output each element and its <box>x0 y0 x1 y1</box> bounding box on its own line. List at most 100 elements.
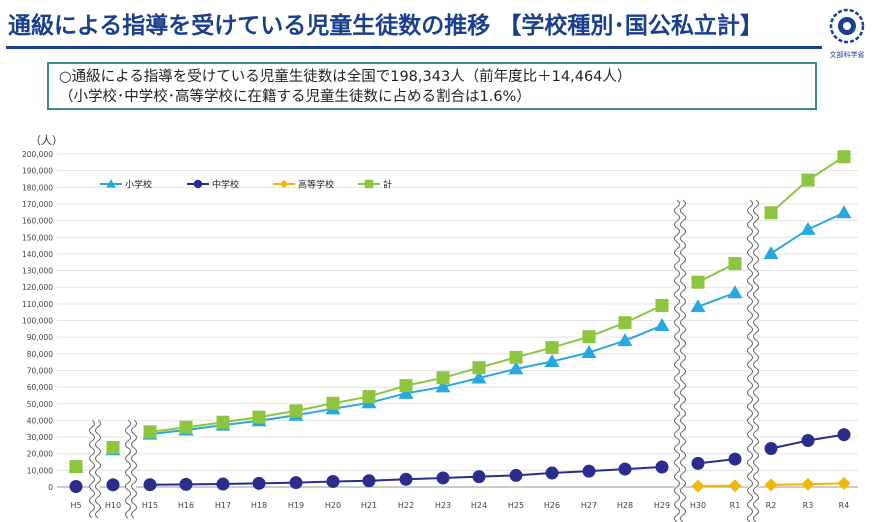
x-tick-label: H20 <box>325 501 341 510</box>
data-point <box>618 462 632 476</box>
data-point <box>398 385 414 399</box>
y-tick-label: 0 <box>48 483 53 492</box>
x-tick-label: H5 <box>70 501 81 510</box>
data-point <box>801 477 815 491</box>
data-point <box>801 173 815 187</box>
data-point <box>582 330 596 344</box>
data-point <box>69 480 83 494</box>
y-tick-label: 30,000 <box>27 433 53 442</box>
axis-break-mask <box>675 200 685 512</box>
x-tick-label: H29 <box>654 501 670 510</box>
data-point <box>800 221 816 235</box>
data-point <box>252 476 266 490</box>
series-layer <box>68 150 852 494</box>
x-tick-label: H27 <box>581 501 597 510</box>
x-tick-label: H26 <box>544 501 560 510</box>
grid-layer <box>57 153 858 488</box>
legend-marker <box>106 179 116 188</box>
axis-break-line <box>89 419 95 519</box>
data-point <box>106 478 120 492</box>
y-tick-label: 170,000 <box>22 200 53 209</box>
data-point <box>471 370 487 384</box>
axis-break-line <box>674 199 680 522</box>
data-point <box>435 379 451 393</box>
data-point <box>179 420 193 434</box>
data-point <box>764 206 778 220</box>
data-point <box>763 245 779 259</box>
legend-marker <box>279 179 289 189</box>
y-tick-label: 190,000 <box>22 167 53 176</box>
data-point <box>727 285 743 299</box>
data-point <box>472 470 486 484</box>
axis-break-layer <box>89 199 759 522</box>
data-point <box>326 396 340 410</box>
data-point <box>216 477 230 491</box>
data-point <box>544 354 560 368</box>
axis-break-line <box>680 199 686 522</box>
series-line <box>149 304 663 433</box>
y-axis-unit: （人） <box>30 134 63 147</box>
title-underline <box>6 46 822 49</box>
x-tick-label: H15 <box>142 501 158 510</box>
x-tick-label: H19 <box>288 501 304 510</box>
x-tick-label: H22 <box>398 501 414 510</box>
legend-marker <box>193 179 203 189</box>
legend-label: 中学校 <box>212 179 239 191</box>
y-tick-label: 160,000 <box>22 217 53 226</box>
x-tick-label: H28 <box>617 501 633 510</box>
legend-label: 高等学校 <box>298 179 334 191</box>
series-line <box>697 291 736 308</box>
series-中学校 <box>69 428 851 494</box>
data-point <box>179 477 193 491</box>
data-point <box>617 333 633 347</box>
y-tick-label: 100,000 <box>22 317 53 326</box>
data-point <box>509 350 523 364</box>
summary-line-1: ○通級による指導を受けている児童生徒数は全国で198,343人（前年度比＋14,… <box>59 69 632 85</box>
y-tick-label: 200,000 <box>22 150 53 159</box>
x-tick-label: H17 <box>215 501 231 510</box>
x-tick-label: H16 <box>178 501 194 510</box>
x-tick-label: H30 <box>690 501 706 510</box>
data-point <box>252 410 266 424</box>
y-tick-label: 70,000 <box>27 366 53 375</box>
data-point <box>801 433 815 447</box>
data-point <box>399 379 413 393</box>
data-point <box>655 298 669 312</box>
data-point <box>289 476 303 490</box>
data-point <box>216 415 230 429</box>
data-point <box>581 345 597 359</box>
axis-break-mask <box>126 420 136 512</box>
y-tick-label: 120,000 <box>22 283 53 292</box>
x-tick-label: H23 <box>435 501 451 510</box>
legend: 小学校 中学校 高等学校 計 <box>100 179 392 191</box>
data-point <box>691 456 705 470</box>
data-point <box>582 464 596 478</box>
x-tick-label: H10 <box>105 501 121 510</box>
data-point <box>690 299 706 313</box>
y-tick-label: 60,000 <box>27 383 53 392</box>
data-point <box>545 466 559 480</box>
series-計 <box>69 150 851 474</box>
axis-break-line <box>125 419 131 519</box>
data-point <box>326 475 340 489</box>
y-tick-label: 130,000 <box>22 267 53 276</box>
data-point <box>508 361 524 375</box>
data-point <box>837 150 851 164</box>
y-tick-label: 20,000 <box>27 450 53 459</box>
series-高等学校 <box>691 476 851 493</box>
page-title: 通級による指導を受けている児童生徒数の推移 【学校種別･国公私立計】 <box>8 13 763 39</box>
data-point <box>691 275 705 289</box>
data-point <box>728 479 742 493</box>
x-tick-label: H25 <box>508 501 524 510</box>
data-point <box>362 474 376 488</box>
data-point <box>509 468 523 482</box>
data-point <box>691 479 705 493</box>
data-point <box>106 441 120 455</box>
summary-note: ○通級による指導を受けている児童生徒数は全国で198,343人（前年度比＋14,… <box>47 62 817 110</box>
data-point <box>472 361 486 375</box>
legend-label: 計 <box>383 179 392 191</box>
data-point <box>836 205 852 219</box>
x-tick-label: R1 <box>730 501 741 510</box>
data-point <box>618 316 632 330</box>
